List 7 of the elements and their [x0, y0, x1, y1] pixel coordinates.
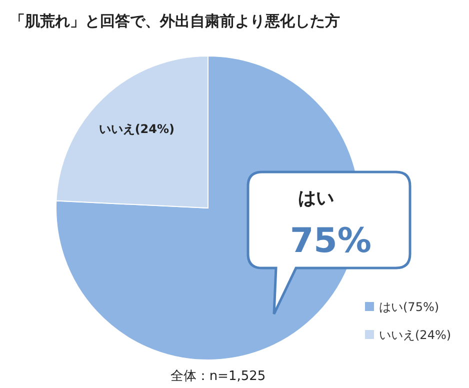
slice-label: いいえ(24%) [98, 122, 175, 136]
category-label: はい(75%) [379, 300, 440, 314]
chart-title: 「肌荒れ」と回答で、外出自粛前より悪化した方 [10, 12, 340, 30]
text: 75% [290, 221, 372, 261]
text: 全体：n=1,525 [170, 369, 266, 384]
slice-label: はい [298, 188, 334, 209]
legend-label: いいえ(24%) [379, 328, 452, 342]
